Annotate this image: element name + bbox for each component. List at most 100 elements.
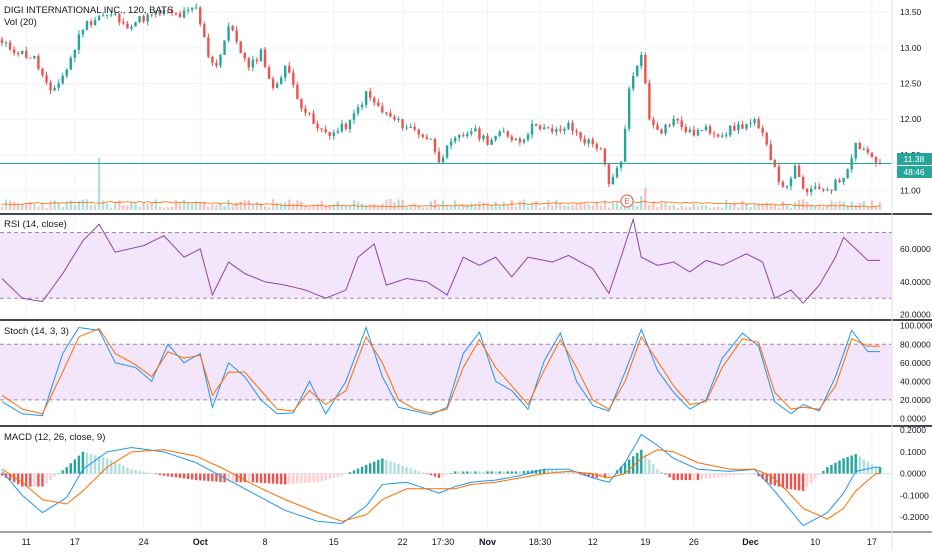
- candle-body[interactable]: [77, 34, 81, 50]
- candle-body[interactable]: [753, 119, 756, 124]
- candle-body[interactable]: [170, 10, 174, 14]
- candle-body[interactable]: [53, 87, 56, 91]
- candle-body[interactable]: [247, 58, 251, 68]
- candle-body[interactable]: [854, 142, 857, 159]
- candle-body[interactable]: [826, 189, 829, 191]
- candle-body[interactable]: [789, 178, 793, 187]
- candle-body[interactable]: [130, 26, 133, 29]
- candle-body[interactable]: [271, 78, 275, 88]
- candle-body[interactable]: [462, 134, 465, 136]
- candle-body[interactable]: [122, 22, 125, 24]
- candle-body[interactable]: [441, 157, 445, 163]
- candle-body[interactable]: [263, 49, 267, 68]
- candle-body[interactable]: [146, 14, 149, 22]
- candle-body[interactable]: [364, 91, 368, 105]
- candle-body[interactable]: [587, 139, 590, 144]
- candle-body[interactable]: [219, 54, 222, 66]
- candle-body[interactable]: [862, 148, 866, 150]
- candle-body[interactable]: [664, 124, 667, 134]
- candle-body[interactable]: [65, 69, 68, 76]
- candle-body[interactable]: [631, 75, 635, 89]
- candle-body[interactable]: [33, 55, 36, 59]
- candle-body[interactable]: [834, 179, 837, 191]
- candle-body[interactable]: [858, 142, 861, 150]
- candle-body[interactable]: [45, 75, 48, 83]
- candle-body[interactable]: [737, 124, 740, 131]
- candle-body[interactable]: [279, 77, 283, 84]
- candle-body[interactable]: [559, 129, 562, 131]
- candle-body[interactable]: [547, 127, 550, 129]
- candle-body[interactable]: [21, 50, 24, 54]
- candle-body[interactable]: [805, 188, 809, 193]
- candle-body[interactable]: [16, 53, 20, 55]
- candle-body[interactable]: [814, 186, 817, 189]
- candle-body[interactable]: [142, 16, 145, 22]
- candle-body[interactable]: [332, 132, 335, 137]
- candle-body[interactable]: [818, 186, 821, 190]
- candle-body[interactable]: [486, 135, 489, 145]
- candle-body[interactable]: [822, 189, 825, 191]
- candle-body[interactable]: [696, 130, 700, 136]
- candle-body[interactable]: [381, 106, 384, 113]
- candle-body[interactable]: [595, 143, 598, 149]
- candle-body[interactable]: [482, 135, 485, 139]
- candle-body[interactable]: [158, 11, 162, 15]
- candle-body[interactable]: [393, 116, 396, 120]
- candle-body[interactable]: [284, 66, 287, 78]
- candle-body[interactable]: [134, 21, 137, 27]
- candle-body[interactable]: [41, 68, 44, 76]
- candle-body[interactable]: [162, 9, 166, 15]
- candle-body[interactable]: [4, 42, 8, 44]
- candle-body[interactable]: [25, 50, 28, 58]
- earnings-marker[interactable]: E: [620, 194, 634, 208]
- candle-body[interactable]: [81, 29, 85, 35]
- candle-body[interactable]: [401, 119, 404, 129]
- candle-body[interactable]: [69, 57, 72, 70]
- candle-body[interactable]: [49, 82, 52, 91]
- candle-body[interactable]: [445, 145, 449, 158]
- candle-body[interactable]: [251, 59, 255, 68]
- candle-body[interactable]: [725, 135, 728, 137]
- candle-body[interactable]: [174, 13, 178, 15]
- candle-body[interactable]: [352, 113, 356, 120]
- candle-body[interactable]: [571, 122, 574, 131]
- candle-body[interactable]: [89, 21, 93, 26]
- candle-body[interactable]: [368, 91, 372, 98]
- candle-body[interactable]: [449, 141, 453, 146]
- candle-body[interactable]: [478, 128, 481, 139]
- candle-body[interactable]: [494, 135, 497, 140]
- candle-body[interactable]: [652, 119, 655, 125]
- candle-body[interactable]: [85, 21, 89, 30]
- candle-body[interactable]: [668, 124, 671, 126]
- candle-body[interactable]: [777, 166, 781, 182]
- candle-body[interactable]: [320, 128, 323, 130]
- candle-body[interactable]: [385, 112, 388, 114]
- candle-body[interactable]: [97, 16, 101, 20]
- candle-body[interactable]: [300, 99, 303, 109]
- candle-body[interactable]: [838, 179, 841, 183]
- candle-body[interactable]: [611, 176, 615, 185]
- candle-body[interactable]: [761, 128, 764, 133]
- candle-body[interactable]: [61, 75, 64, 84]
- candle-body[interactable]: [29, 57, 32, 59]
- candle-body[interactable]: [8, 42, 12, 50]
- candle-body[interactable]: [397, 119, 400, 121]
- candle-body[interactable]: [510, 136, 514, 141]
- candle-body[interactable]: [874, 157, 878, 163]
- candle-body[interactable]: [636, 65, 639, 76]
- candle-body[interactable]: [324, 129, 327, 132]
- candle-body[interactable]: [178, 13, 182, 18]
- candle-body[interactable]: [672, 118, 675, 126]
- candle-body[interactable]: [413, 126, 416, 130]
- candle-body[interactable]: [712, 133, 716, 135]
- candle-body[interactable]: [223, 40, 226, 55]
- candle-body[interactable]: [437, 151, 441, 163]
- candle-body[interactable]: [656, 124, 659, 130]
- candle-body[interactable]: [470, 131, 473, 134]
- candle-body[interactable]: [457, 134, 461, 138]
- candle-body[interactable]: [344, 123, 348, 129]
- candle-body[interactable]: [534, 123, 538, 126]
- candle-body[interactable]: [619, 161, 623, 168]
- candle-body[interactable]: [166, 9, 170, 11]
- candle-body[interactable]: [842, 177, 845, 183]
